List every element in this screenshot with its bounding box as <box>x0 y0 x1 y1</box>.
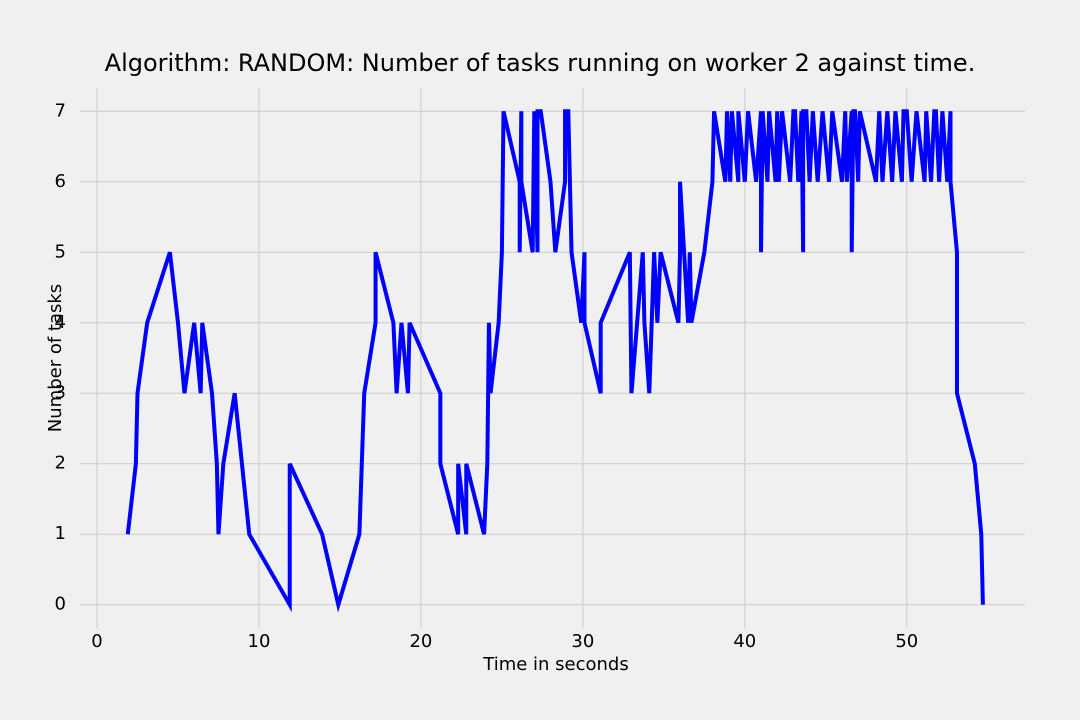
x-tick-label: 20 <box>409 631 432 652</box>
x-tick-label: 40 <box>733 631 756 652</box>
y-tick-label: 6 <box>55 171 66 192</box>
y-tick-label: 2 <box>55 453 66 474</box>
y-tick-label: 7 <box>55 100 66 121</box>
x-tick-label: 30 <box>571 631 594 652</box>
y-tick-label: 3 <box>55 382 66 403</box>
y-axis-label: Number of tasks <box>45 284 66 432</box>
y-tick-label: 4 <box>55 312 66 333</box>
x-tick-label: 0 <box>91 631 102 652</box>
chart-title: Algorithm: RANDOM: Number of tasks runni… <box>105 49 976 77</box>
x-tick-label: 50 <box>895 631 918 652</box>
x-axis-label: Time in seconds <box>482 654 628 675</box>
y-tick-label: 1 <box>55 523 66 544</box>
y-tick-label: 0 <box>55 594 66 615</box>
data-line <box>125 109 985 613</box>
x-tick-label: 10 <box>248 631 271 652</box>
y-tick-label: 5 <box>55 241 66 262</box>
